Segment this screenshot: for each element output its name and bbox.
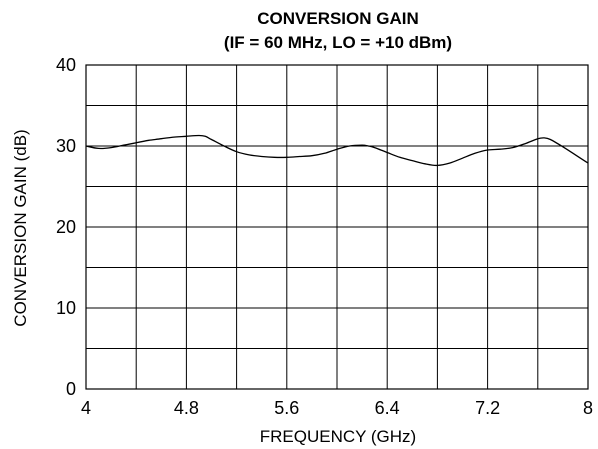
y-axis-label: CONVERSION GAIN (dB) [11,129,30,326]
y-tick-label: 10 [56,298,76,318]
y-tick-label: 40 [56,55,76,75]
y-tick-label: 20 [56,217,76,237]
x-axis-label: FREQUENCY (GHz) [260,427,416,446]
x-tick-label: 4.8 [174,398,199,418]
y-tick-label: 0 [66,379,76,399]
x-tick-label: 4 [81,398,91,418]
grid-lines [86,65,588,389]
series-group [85,134,589,167]
y-tick-label: 30 [56,136,76,156]
tick-labels: 4 4.8 5.6 6.4 7.2 8 0 10 20 30 40 [56,55,593,418]
x-tick-label: 8 [583,398,593,418]
x-tick-label: 5.6 [274,398,299,418]
series-line [85,134,589,167]
x-tick-label: 7.2 [475,398,500,418]
plot-frame [85,64,589,390]
x-tick-label: 6.4 [375,398,400,418]
chart-subtitle: (IF = 60 MHz, LO = +10 dBm) [224,33,452,52]
chart-title: CONVERSION GAIN [257,9,419,28]
